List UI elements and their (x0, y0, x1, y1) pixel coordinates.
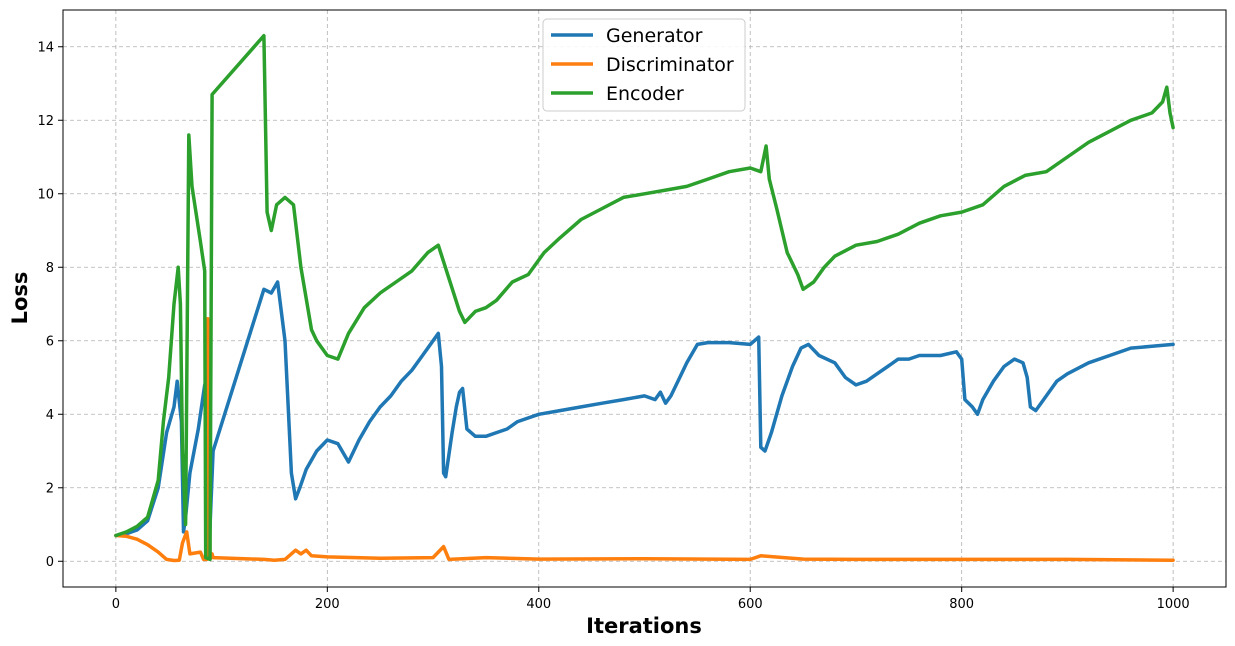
legend-box (542, 18, 746, 112)
y-tick-label: 4 (46, 408, 54, 423)
x-tick-label: 400 (526, 597, 551, 612)
y-tick-label: 10 (37, 187, 54, 202)
x-axis-title: Iterations (586, 614, 702, 638)
series-line-discriminator (114, 316, 1175, 563)
y-axis-title: Loss (8, 272, 32, 325)
y-tick-label: 14 (37, 40, 54, 55)
series-line-encoder (114, 33, 1175, 562)
y-tick-label: 0 (46, 555, 54, 570)
y-tick-label: 8 (46, 261, 54, 276)
legend: Generator Discriminator Encoder (542, 18, 746, 112)
x-tick-label: 600 (738, 597, 763, 612)
series-lines (114, 33, 1175, 563)
legend-label-discriminator: Discriminator (606, 54, 734, 76)
x-tick-label: 200 (315, 597, 340, 612)
y-tick-label: 12 (37, 114, 54, 129)
axis-ticks: 0 200 400 600 800 1000 0 2 4 6 8 10 12 14 (37, 40, 1189, 612)
x-tick-label: 1000 (1157, 597, 1190, 612)
legend-label-generator: Generator (606, 25, 703, 47)
series-line-generator (114, 280, 1175, 556)
plot-frame (62, 9, 1227, 588)
y-tick-label: 6 (46, 334, 54, 349)
x-tick-label: 800 (949, 597, 974, 612)
y-tick-label: 2 (46, 481, 54, 496)
x-tick-label: 0 (112, 597, 120, 612)
legend-label-encoder: Encoder (606, 83, 684, 105)
